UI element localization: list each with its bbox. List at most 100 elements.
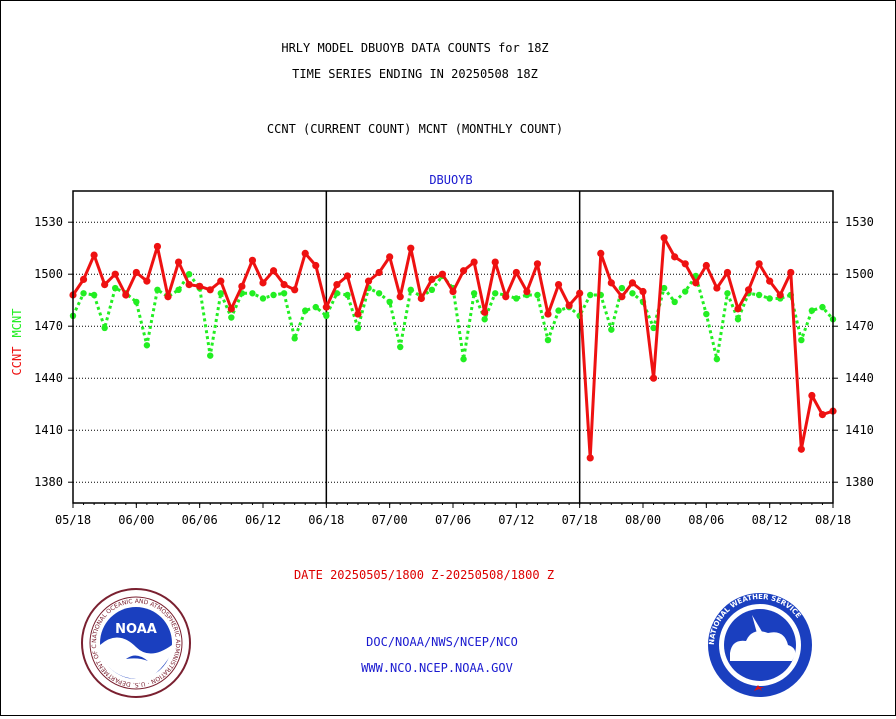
mcnt-point bbox=[513, 295, 520, 302]
ccnt-point bbox=[808, 391, 816, 400]
mcnt-point bbox=[375, 290, 383, 297]
y-tick-label-right: 1440 bbox=[845, 371, 874, 385]
mcnt-point bbox=[112, 284, 119, 292]
mcnt-point bbox=[207, 352, 214, 359]
y-tick-label-left: 1470 bbox=[34, 319, 63, 333]
ccnt-point bbox=[396, 293, 404, 301]
ccnt-point bbox=[101, 281, 109, 289]
mcnt-point bbox=[587, 291, 594, 299]
y-tick-label-right: 1470 bbox=[845, 319, 874, 333]
ccnt-point bbox=[755, 260, 763, 268]
ccnt-point bbox=[79, 275, 88, 283]
ccnt-point bbox=[618, 293, 626, 301]
ccnt-point bbox=[533, 260, 542, 268]
website-url-label: WWW.NCO.NCEP.NOAA.GOV bbox=[361, 661, 513, 675]
mcnt-point bbox=[671, 298, 678, 306]
x-tick-label: 06/18 bbox=[308, 513, 344, 527]
ccnt-line bbox=[71, 236, 834, 460]
mcnt-point bbox=[397, 343, 404, 351]
mcnt-point bbox=[270, 291, 277, 299]
ccnt-point bbox=[692, 279, 700, 287]
ccnt-point bbox=[386, 253, 394, 261]
mcnt-point bbox=[766, 295, 773, 302]
plot-title: DBUOYB bbox=[429, 173, 472, 187]
ccnt-point bbox=[744, 286, 753, 294]
x-tick-label: 07/18 bbox=[562, 513, 598, 527]
mcnt-point bbox=[492, 290, 499, 297]
ccnt-point bbox=[776, 291, 784, 299]
mcnt-point bbox=[650, 324, 657, 332]
ccnt-point bbox=[544, 310, 552, 318]
ccnt-point bbox=[491, 258, 499, 266]
mcnt-point bbox=[90, 291, 98, 299]
ccnt-point bbox=[554, 281, 563, 289]
chart-title-line2: TIME SERIES ENDING IN 20250508 18Z bbox=[292, 67, 538, 81]
ccnt-point bbox=[143, 277, 151, 285]
y-tick-label-left: 1500 bbox=[34, 267, 63, 281]
ccnt-point bbox=[122, 291, 130, 299]
x-tick-label: 06/12 bbox=[245, 513, 281, 527]
plot-border bbox=[72, 190, 834, 504]
mcnt-point bbox=[291, 335, 298, 342]
ccnt-point bbox=[417, 294, 425, 303]
y-axis-title: CCNT MCNT bbox=[10, 309, 24, 376]
mcnt-point bbox=[682, 288, 689, 295]
mcnt-point bbox=[724, 290, 731, 297]
y-tick-label-left: 1440 bbox=[34, 371, 63, 385]
ccnt-point bbox=[153, 242, 162, 251]
ccnt-point bbox=[681, 260, 689, 268]
ccnt-point bbox=[512, 268, 520, 277]
mcnt-point bbox=[185, 271, 193, 278]
x-tick-label: 08/12 bbox=[752, 513, 788, 527]
ccnt-point bbox=[364, 277, 373, 285]
mcnt-point bbox=[660, 284, 668, 292]
ccnt-point bbox=[322, 303, 330, 311]
mcnt-point bbox=[386, 298, 393, 306]
mcnt-point bbox=[808, 307, 816, 314]
ccnt-point bbox=[375, 268, 383, 277]
org-path-label: DOC/NOAA/NWS/NCEP/NCO bbox=[366, 635, 518, 649]
x-tick-label: 08/00 bbox=[625, 513, 661, 527]
mcnt-point bbox=[143, 342, 151, 349]
ccnt-point bbox=[206, 286, 214, 294]
mcnt-point bbox=[534, 291, 541, 299]
ccnt-point bbox=[90, 251, 98, 259]
ccnt-point bbox=[671, 253, 679, 261]
mcnt-point bbox=[344, 291, 351, 299]
ccnt-point bbox=[660, 234, 668, 242]
ccnt-point bbox=[702, 261, 710, 270]
ccnt-point bbox=[502, 293, 510, 301]
ccnt-point bbox=[787, 268, 795, 277]
ccnt-point bbox=[280, 281, 288, 289]
ccnt-point bbox=[438, 270, 447, 278]
mcnt-point bbox=[544, 336, 552, 344]
mcnt-point bbox=[608, 326, 615, 333]
x-tick-label: 06/06 bbox=[182, 513, 218, 527]
ccnt-point bbox=[354, 310, 362, 318]
mcnt-point bbox=[80, 290, 87, 297]
chart-title-line1: HRLY MODEL DBUOYB DATA COUNTS for 18Z bbox=[281, 41, 548, 55]
ccnt-point bbox=[164, 293, 172, 301]
x-tick-label: 07/06 bbox=[435, 513, 471, 527]
ccnt-point bbox=[217, 277, 225, 285]
ccnt-point bbox=[576, 289, 584, 297]
mcnt-point bbox=[407, 286, 414, 293]
y-tick-label-left: 1530 bbox=[34, 215, 63, 229]
mcnt-point bbox=[629, 290, 636, 297]
mcnt-point bbox=[101, 324, 108, 332]
y-axis-title-mcnt: MCNT bbox=[10, 309, 24, 338]
x-tick-label: 06/00 bbox=[118, 513, 154, 527]
ccnt-point bbox=[248, 256, 257, 264]
mcnt-point bbox=[354, 324, 362, 332]
ccnt-point bbox=[649, 374, 658, 382]
nws-logo: NATIONAL WEATHER SERVICE bbox=[708, 593, 812, 697]
ccnt-point bbox=[628, 279, 637, 287]
ccnt-point bbox=[481, 308, 489, 316]
chart-subtitle: CCNT (CURRENT COUNT) MCNT (MONTHLY COUNT… bbox=[267, 122, 563, 136]
ccnt-point bbox=[565, 301, 573, 309]
mcnt-point bbox=[312, 303, 319, 311]
ccnt-point bbox=[259, 279, 267, 287]
mcnt-point bbox=[154, 286, 161, 293]
mcnt-point bbox=[734, 316, 742, 323]
